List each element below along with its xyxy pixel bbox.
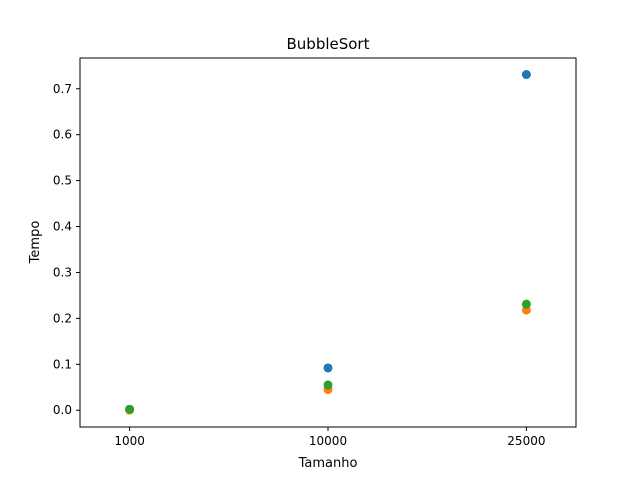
y-tick-label: 0.0 bbox=[53, 403, 72, 417]
x-tick-label: 1000 bbox=[114, 434, 145, 448]
x-tick-label: 25000 bbox=[507, 434, 545, 448]
x-axis-ticks: 1000 10000 25000 bbox=[114, 427, 545, 448]
x-axis-label: Tamanho bbox=[298, 456, 358, 471]
chart-title: BubbleSort bbox=[287, 35, 370, 53]
series-1-point bbox=[521, 70, 531, 80]
y-tick-label: 0.6 bbox=[53, 128, 72, 142]
y-tick-label: 0.7 bbox=[53, 82, 72, 96]
y-tick-label: 0.3 bbox=[53, 265, 72, 279]
series-3-point bbox=[323, 380, 333, 390]
y-tick-label: 0.5 bbox=[53, 174, 72, 188]
x-tick-label: 10000 bbox=[309, 434, 347, 448]
y-axis-label: Tempo bbox=[28, 221, 43, 265]
series-3-point bbox=[521, 299, 531, 309]
y-tick-label: 0.2 bbox=[53, 311, 72, 325]
series-3-point bbox=[125, 404, 135, 414]
data-points bbox=[125, 70, 531, 415]
y-axis-ticks: 0.0 0.1 0.2 0.3 0.4 0.5 0.6 0.7 bbox=[53, 82, 80, 417]
y-tick-label: 0.4 bbox=[53, 220, 72, 234]
series-1-point bbox=[323, 363, 333, 373]
y-tick-label: 0.1 bbox=[53, 357, 72, 371]
